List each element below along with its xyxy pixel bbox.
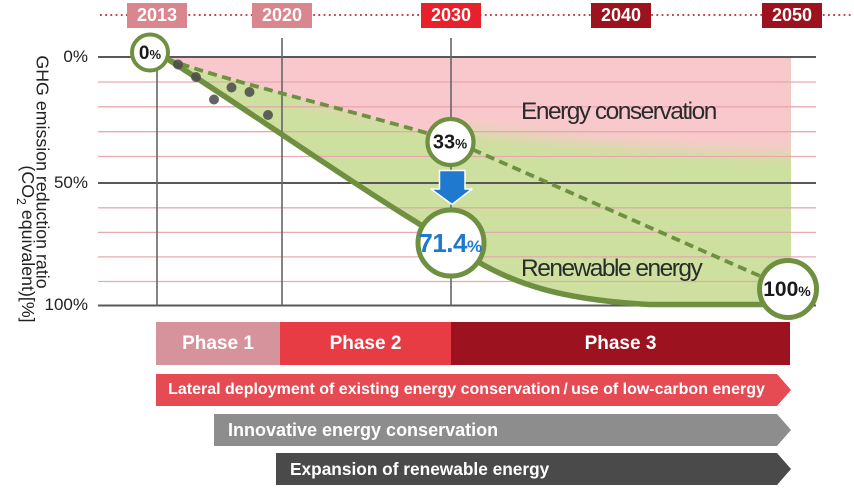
svg-text:Renewable energy: Renewable energy bbox=[521, 255, 704, 282]
svg-text:71.4%: 71.4% bbox=[418, 228, 482, 258]
svg-text:0%: 0% bbox=[139, 43, 162, 64]
svg-text:100%: 100% bbox=[763, 278, 811, 301]
svg-text:Energy conservation: Energy conservation bbox=[521, 98, 717, 125]
svg-text:33%: 33% bbox=[433, 132, 467, 154]
